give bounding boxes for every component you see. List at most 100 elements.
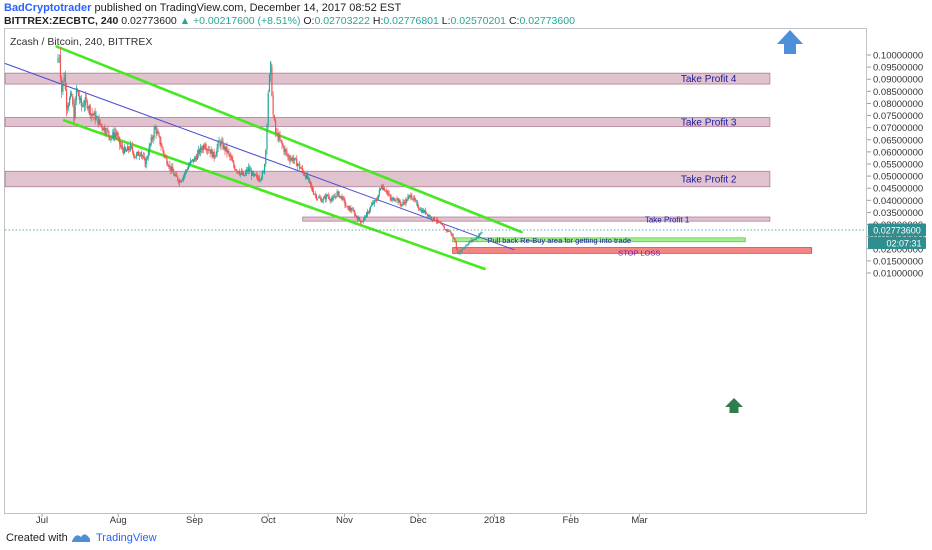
candle-body [448, 231, 450, 232]
candle-body [407, 197, 409, 201]
candle-body [113, 132, 115, 138]
candle-body [261, 172, 263, 178]
up-triangle-icon: ▲ [179, 15, 191, 27]
candle-body [440, 223, 442, 225]
candle-body [373, 200, 376, 204]
y-tick-label: 0.01000000 [873, 268, 923, 279]
candle-body [370, 204, 373, 207]
candle-body [232, 160, 234, 163]
candle-body [459, 250, 461, 254]
candle-body [477, 237, 479, 238]
candle-body [383, 187, 385, 191]
candle-body [462, 248, 464, 250]
candle-body [435, 219, 438, 222]
candle-body [84, 97, 86, 106]
candle-body [217, 141, 219, 148]
candle-body [178, 180, 180, 183]
candle-body [105, 132, 107, 135]
candle-body [115, 132, 117, 134]
candle-body [193, 157, 196, 162]
candle-body [66, 105, 69, 108]
low-value: 0.02570201 [450, 15, 507, 27]
overlays-layer: 0.02773600 02:07:31 [5, 30, 926, 413]
candle-body [190, 160, 193, 162]
candle-body [384, 190, 386, 192]
candle-body [341, 195, 343, 201]
candle-body [388, 194, 390, 195]
candle-body [467, 244, 469, 246]
candle-body [242, 172, 244, 176]
candle-body [64, 74, 66, 90]
candle-body [463, 247, 465, 249]
candle-body [381, 185, 383, 190]
candle-body [337, 191, 339, 194]
candle-body [392, 198, 394, 199]
candle-body [314, 194, 317, 195]
author-link[interactable]: BadCryptotrader [4, 2, 92, 14]
candle-body [405, 198, 407, 204]
candle-body [186, 169, 189, 171]
candle-body [111, 136, 113, 138]
y-tick-label: 0.02000000 [873, 244, 923, 255]
candle-body [96, 116, 98, 118]
candle-body [236, 170, 238, 172]
x-axis[interactable]: Jul Aug Sep Oct Nov Dec 2018 Feb Mar [36, 514, 648, 526]
candle-body [460, 251, 462, 252]
candle-body [151, 137, 153, 140]
candle-body [409, 195, 411, 196]
candle-body [245, 169, 248, 173]
y-tick-label: 0.08500000 [873, 87, 923, 98]
candle-body [376, 199, 379, 201]
candle-body [249, 170, 252, 172]
channel-upper-line [55, 45, 523, 234]
candle-body [304, 174, 306, 176]
candle-body [209, 149, 211, 154]
candle-body [426, 213, 429, 217]
candle-body [103, 127, 105, 131]
candle-body [106, 129, 108, 131]
candle-body [159, 136, 161, 145]
candle-body [423, 209, 425, 213]
chart-pane[interactable] [4, 28, 867, 514]
candle-body [360, 220, 362, 223]
published-text: published on TradingView.com, December 1… [94, 2, 402, 14]
candle-body [163, 151, 165, 156]
candle-body [345, 204, 347, 206]
tradingview-logo-icon [72, 534, 90, 542]
candle-body [155, 127, 157, 134]
candle-body [118, 136, 120, 138]
candle-body [363, 218, 365, 222]
candle-body [461, 248, 463, 252]
candle-body [80, 98, 82, 106]
chart-legend: Zcash / Bitcoin, 240, BITTREX [10, 36, 153, 48]
candle-body [256, 175, 259, 179]
ohlc-line: BITTREX:ZECBTC, 240 0.02773600 ▲ +0.0021… [4, 15, 575, 27]
candle-body [72, 96, 74, 105]
candle-body [474, 238, 476, 240]
tradingview-brand[interactable]: TradingView [96, 532, 157, 544]
candle-body [434, 220, 437, 222]
candle-body [248, 168, 251, 171]
channel-lower-line [62, 119, 486, 271]
candle-body [262, 172, 264, 173]
candle-body [330, 199, 332, 201]
candle-body [99, 119, 101, 124]
candle-body [74, 99, 76, 118]
candle-body [317, 197, 319, 199]
candle-body [73, 104, 75, 122]
candle-body [438, 221, 440, 223]
candle-body [95, 116, 97, 121]
last-price-tag [868, 223, 926, 237]
candle-body [354, 211, 356, 216]
candle-body [219, 142, 221, 147]
candle-body [464, 246, 466, 248]
y-tick-label: 0.09000000 [873, 75, 923, 86]
candle-body [224, 147, 226, 151]
candle-body [150, 137, 152, 145]
candle-body [292, 157, 294, 162]
candle-body [420, 209, 422, 211]
candle-body [182, 178, 184, 181]
candle-body [250, 170, 253, 176]
candle-body [387, 192, 389, 195]
